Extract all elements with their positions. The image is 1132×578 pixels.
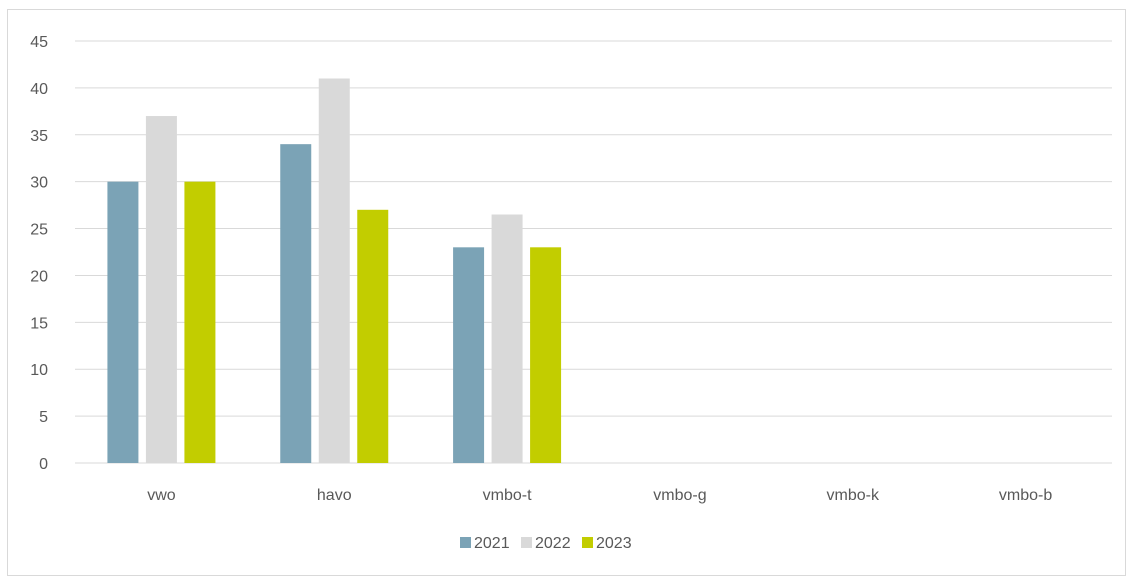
bars [107,78,562,464]
x-tick-label: havo [317,487,352,504]
legend: 2021 2022 2023 [460,535,632,552]
legend-label: 2021 [474,535,510,552]
y-tick-label: 35 [30,128,48,145]
y-tick-label: 0 [39,456,48,473]
legend-label: 2023 [596,535,632,552]
bar-vmbo-t-2022 [491,214,523,463]
y-tick-label: 10 [30,362,48,379]
y-tick-label: 30 [30,175,48,192]
x-axis-tick-labels: vwo havo vmbo-t vmbo-g vmbo-k vmbo-b [147,487,1052,504]
bar-havo-2021 [280,144,312,463]
bar-vmbo-t-2021 [453,247,485,463]
legend-swatch-2023 [582,537,593,548]
bar-havo-2022 [318,78,350,463]
bar-vwo-2023 [184,181,216,463]
y-tick-label: 25 [30,222,48,239]
x-tick-label: vmbo-b [999,487,1052,504]
y-tick-label: 40 [30,81,48,98]
bar-havo-2023 [357,209,389,463]
y-axis-tick-labels: 0 5 10 15 20 25 30 35 40 45 [30,34,48,473]
x-tick-label: vmbo-t [483,487,532,504]
bar-vmbo-t-2023 [530,247,562,463]
x-tick-label: vmbo-g [653,487,706,504]
x-tick-label: vwo [147,487,176,504]
y-tick-label: 20 [30,268,48,285]
bar-vwo-2022 [145,116,177,464]
legend-label: 2022 [535,535,571,552]
x-tick-label: vmbo-k [827,487,880,504]
legend-swatch-2021 [460,537,471,548]
bar-vwo-2021 [107,181,139,463]
legend-swatch-2022 [521,537,532,548]
y-tick-label: 5 [39,409,48,426]
y-tick-label: 45 [30,34,48,51]
y-tick-label: 15 [30,315,48,332]
gridlines [75,40,1112,464]
